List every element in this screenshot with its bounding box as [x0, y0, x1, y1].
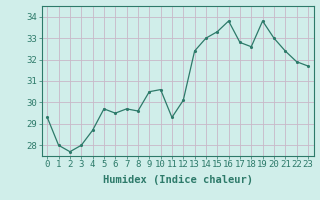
X-axis label: Humidex (Indice chaleur): Humidex (Indice chaleur) [103, 175, 252, 185]
